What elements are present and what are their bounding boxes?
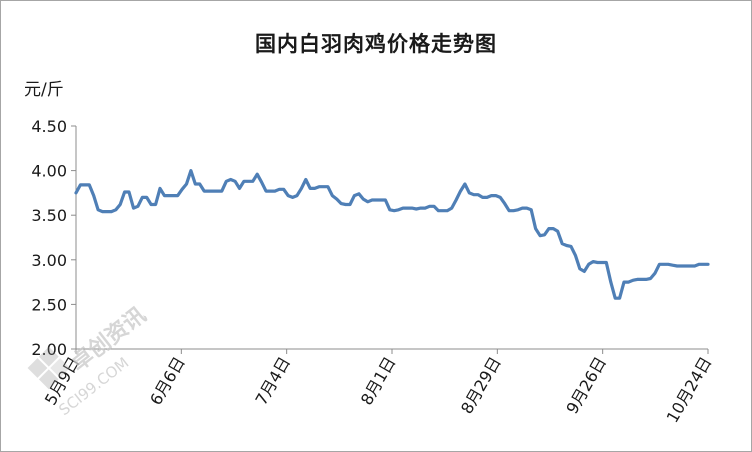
x-tick-label: 9月26日 bbox=[562, 354, 610, 418]
y-tick-label: 2.00 bbox=[31, 340, 67, 359]
y-tick-label: 4.50 bbox=[31, 117, 67, 136]
x-tick-label: 8月1日 bbox=[357, 354, 400, 409]
x-tick-label: 7月4日 bbox=[251, 354, 294, 409]
watermark-logo: 卓创资讯 SCI99.COM bbox=[27, 303, 151, 419]
axes bbox=[71, 125, 709, 354]
y-tick-label: 3.00 bbox=[31, 251, 67, 270]
x-tick-label: 8月29日 bbox=[457, 354, 505, 418]
y-tick-labels: 2.00 2.50 3.00 3.50 4.00 4.50 bbox=[31, 117, 67, 359]
y-tick-label: 3.50 bbox=[31, 206, 67, 225]
x-tick-label: 10月24日 bbox=[663, 354, 716, 426]
y-axis-label: 元/斤 bbox=[24, 80, 64, 100]
y-tick-label: 4.00 bbox=[31, 162, 67, 181]
y-tick-label: 2.50 bbox=[31, 295, 67, 314]
chart-title: 国内白羽肉鸡价格走势图 bbox=[255, 32, 497, 56]
series-line bbox=[74, 169, 710, 300]
